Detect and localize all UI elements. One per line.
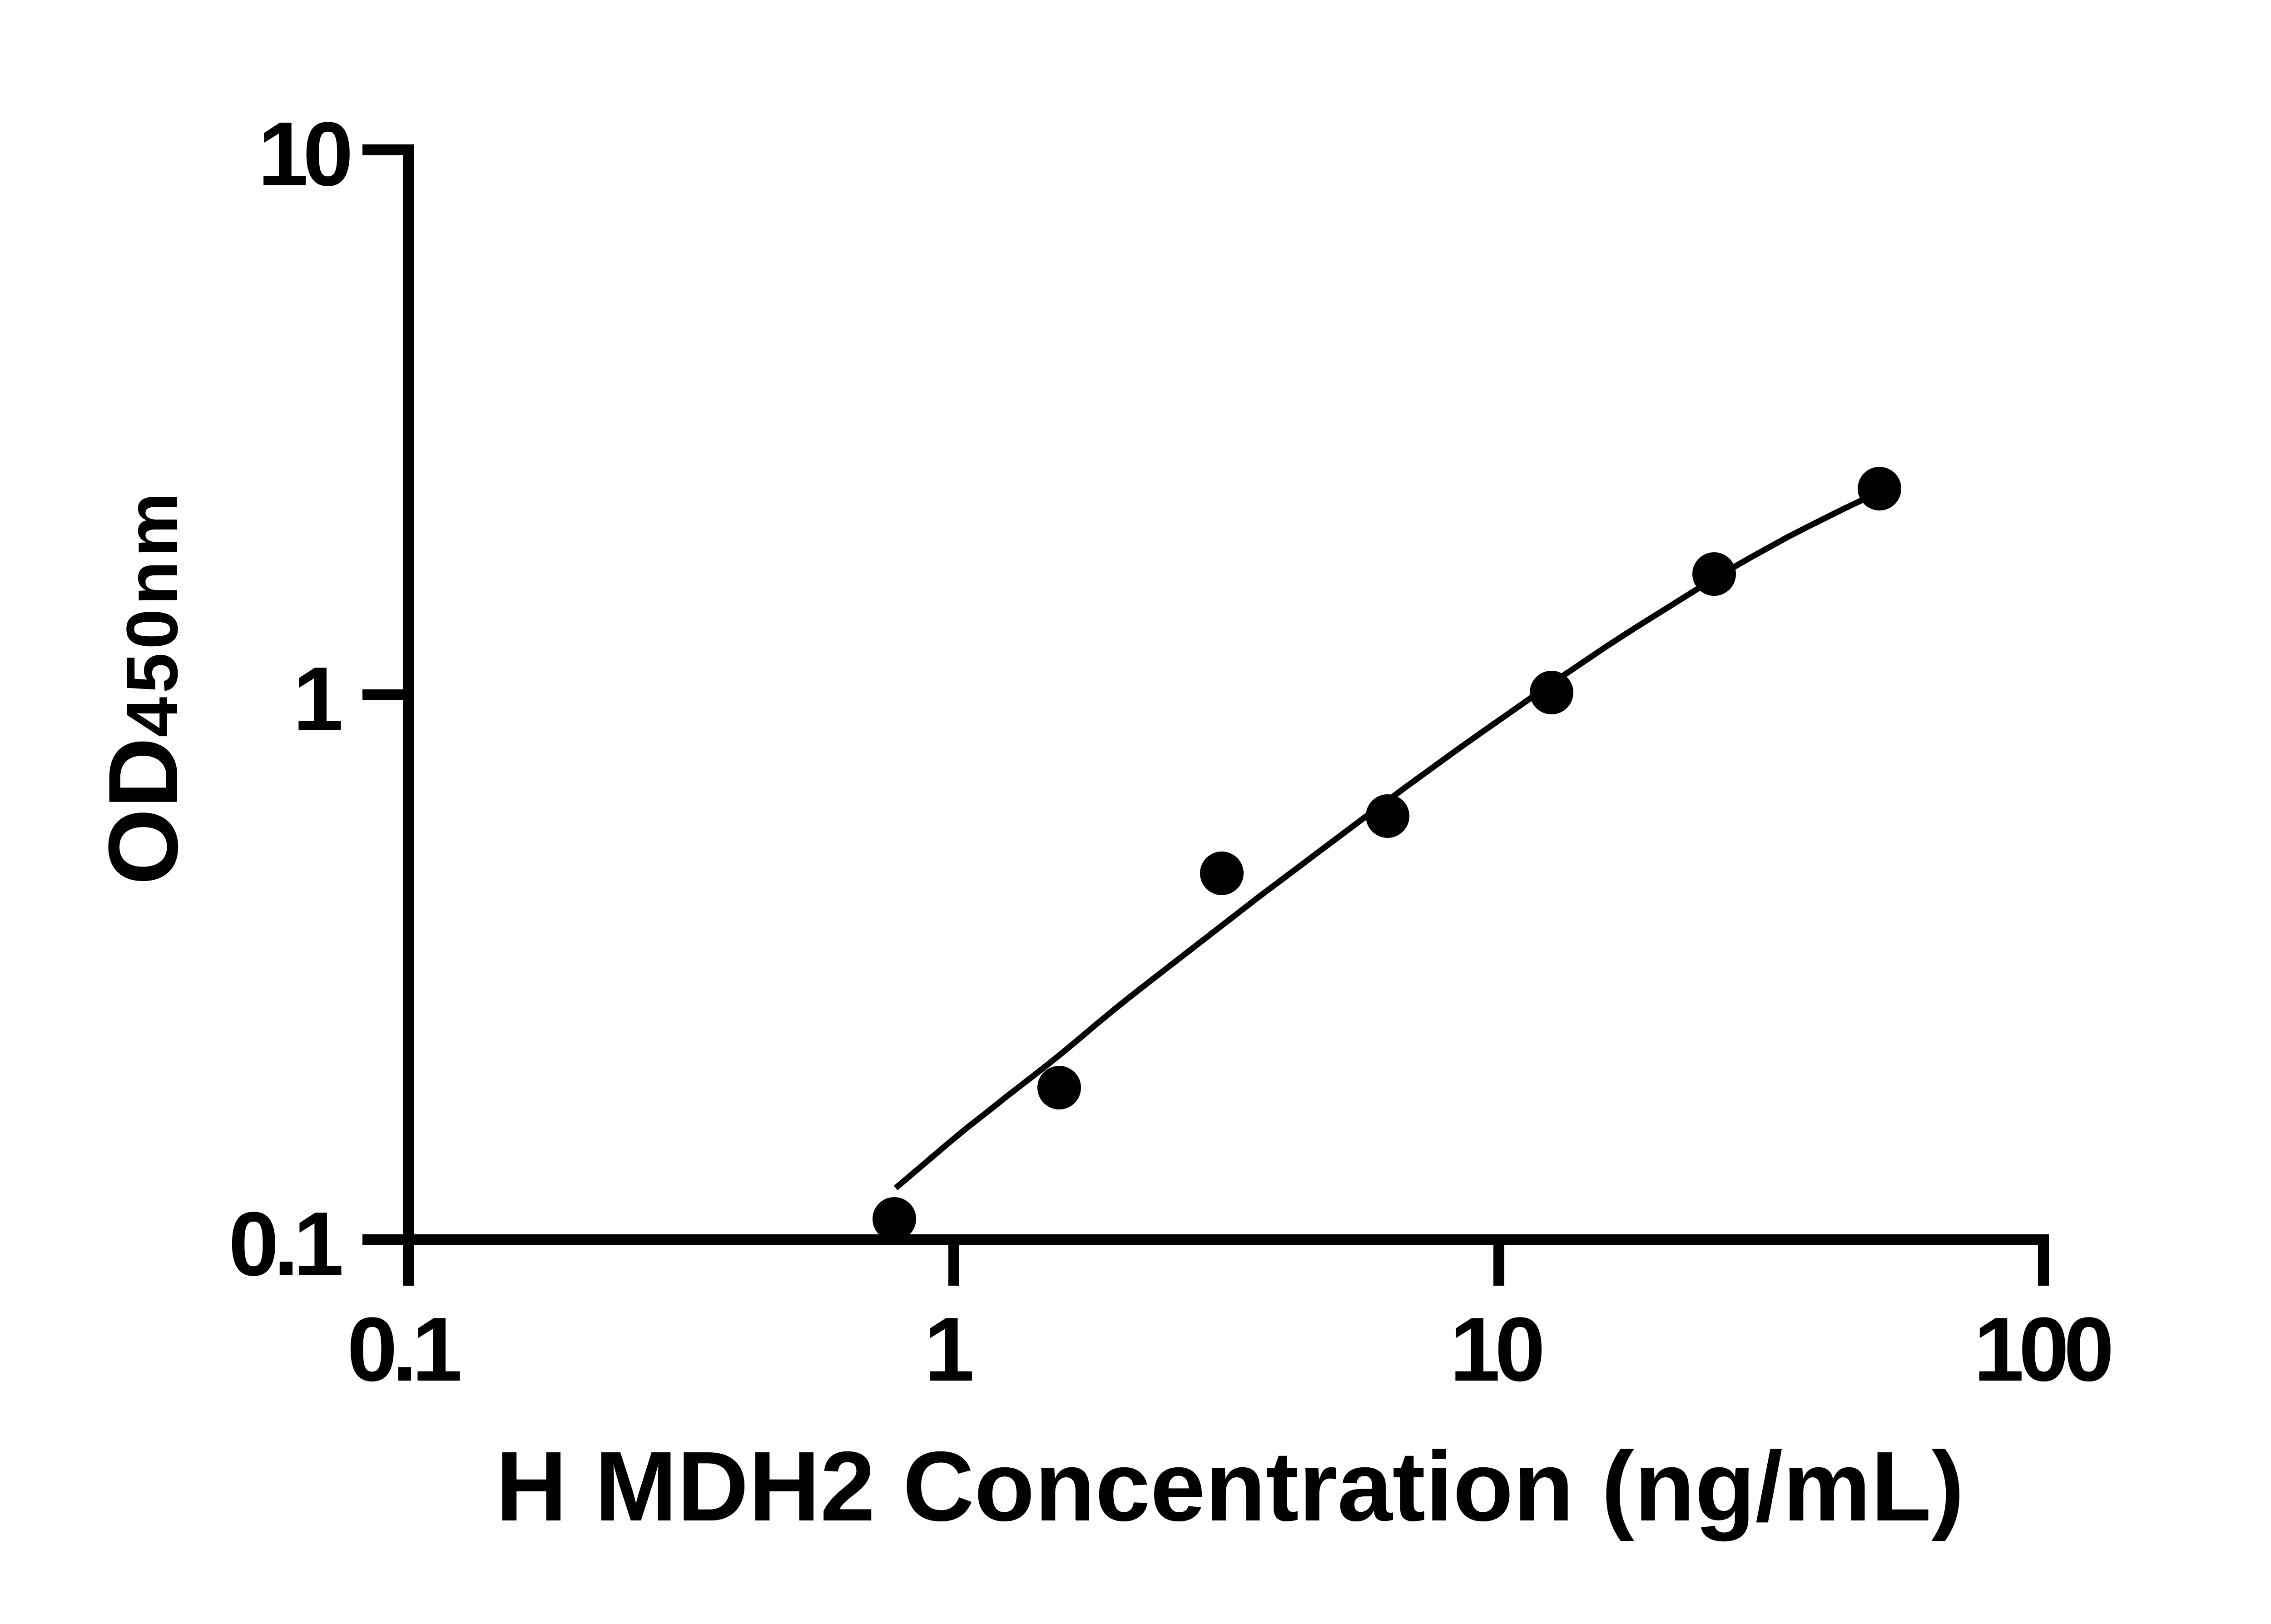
svg-text:10: 10 <box>258 104 350 205</box>
svg-text:100: 100 <box>1973 1299 2111 1400</box>
svg-text:1: 1 <box>924 1299 974 1400</box>
svg-text:10: 10 <box>1450 1299 1542 1400</box>
svg-text:0.1: 0.1 <box>228 1193 342 1295</box>
svg-text:H MDH2 Concentration (ng/mL): H MDH2 Concentration (ng/mL) <box>496 1431 1964 1542</box>
svg-text:1: 1 <box>293 649 343 750</box>
svg-text:OD450nm: OD450nm <box>88 489 198 885</box>
svg-text:0.1: 0.1 <box>347 1299 460 1400</box>
